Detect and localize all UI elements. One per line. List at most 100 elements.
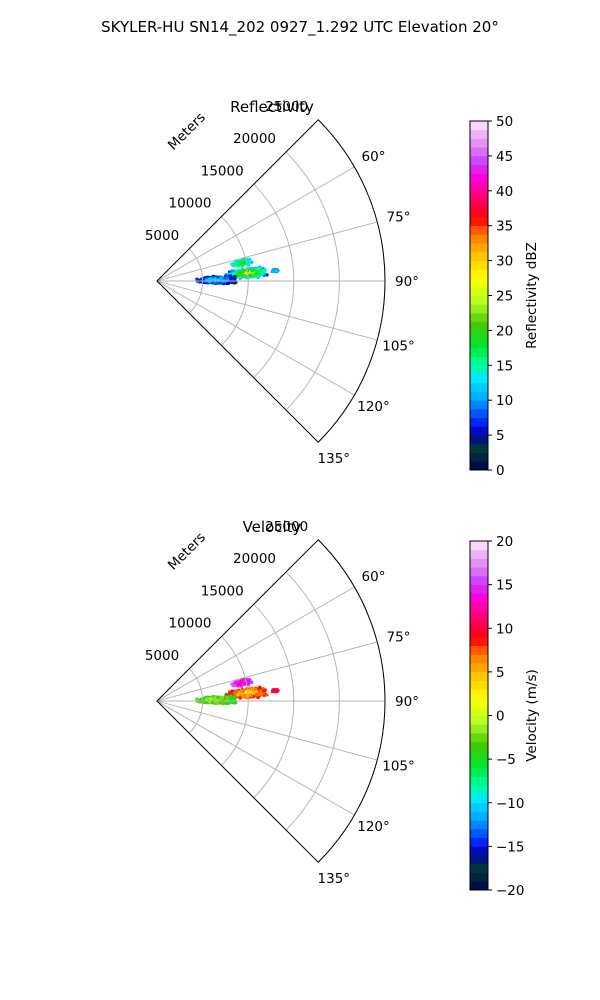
colorbar-step <box>470 321 488 331</box>
sector-frame <box>156 119 386 443</box>
echo-cell <box>256 687 260 691</box>
colorbar-label: Reflectivity dBZ <box>524 242 540 349</box>
echo-cell <box>224 693 228 697</box>
echo-cell <box>257 689 261 692</box>
echo-cell <box>252 692 256 696</box>
colorbar-step <box>470 121 488 131</box>
figure-title: SKYLER-HU SN14_202 0927_1.292 UTC Elevat… <box>101 18 499 37</box>
colorbar-step <box>470 417 488 427</box>
echo-cell <box>261 271 264 275</box>
echo-cell <box>252 694 256 698</box>
colorbar-step <box>470 767 488 777</box>
echo-cell <box>227 701 230 705</box>
echo-cell <box>258 266 262 270</box>
colorbar-step <box>470 628 488 638</box>
polar-grid <box>156 539 386 863</box>
colorbar-tick-label: −15 <box>496 839 525 855</box>
colorbar-step <box>470 698 488 708</box>
colorbar-step <box>470 391 488 401</box>
radial-tick-label: 10000 <box>169 196 212 212</box>
colorbar-tick-label: −10 <box>496 796 525 812</box>
colorbar-step <box>470 443 488 453</box>
echo-cell <box>244 271 248 275</box>
colorbar-step <box>470 820 488 830</box>
echo-cell <box>233 695 236 698</box>
azimuth-tick-label: 120° <box>357 819 390 835</box>
echo-cell <box>251 687 255 690</box>
echo-cell <box>227 281 230 285</box>
echo-cell <box>223 276 227 280</box>
colorbar-tick-label: 15 <box>496 578 513 594</box>
colorbar-step <box>470 855 488 865</box>
echo-cell <box>224 273 228 277</box>
colorbar-step <box>470 400 488 410</box>
echo-cell <box>250 680 254 684</box>
azimuth-spoke <box>156 700 355 816</box>
radial-tick-label: 25000 <box>265 99 308 115</box>
echo-cell <box>252 271 256 274</box>
echo-cell <box>246 275 249 279</box>
reflectivity-panel: Reflectivity 5000 10000 15000 20000 25000 Mete… <box>145 98 540 479</box>
colorbar-step <box>470 155 488 166</box>
colorbar-step <box>470 558 488 568</box>
echo-cell <box>250 270 253 274</box>
radial-tick-label: 25000 <box>265 519 308 535</box>
colorbar-tick-label: 5 <box>496 428 505 444</box>
radial-tick-label: 20000 <box>233 551 276 567</box>
echo-cell <box>232 691 236 695</box>
colorbar-step <box>470 129 488 139</box>
colorbar-step <box>470 138 488 148</box>
colorbar-step <box>470 680 488 690</box>
echo-cell <box>234 681 237 685</box>
echo-cell <box>241 689 245 693</box>
azimuth-spoke <box>156 221 378 282</box>
colorbar-tick-label: 20 <box>496 534 513 550</box>
panel-title: Reflectivity <box>230 98 314 116</box>
echo-cell <box>231 683 235 687</box>
echo-cell <box>219 697 222 700</box>
radial-axis-label: Meters <box>165 530 209 574</box>
colorbar-tick-label: 0 <box>496 463 505 479</box>
echo-cell <box>229 278 233 282</box>
echo-cell <box>215 281 219 285</box>
echo-cell <box>255 272 258 276</box>
echo-cell <box>229 698 233 702</box>
echo-cell <box>230 262 234 266</box>
echo-cell <box>239 274 243 278</box>
echo-cell <box>237 682 240 686</box>
colorbar-step <box>470 706 488 716</box>
colorbar-step <box>470 619 488 629</box>
echo-cell <box>263 693 266 697</box>
echo-cell <box>235 275 239 279</box>
echo-cell <box>242 261 246 265</box>
echo-cell <box>252 274 256 278</box>
colorbar-step <box>470 872 488 882</box>
colorbar-step <box>470 365 488 375</box>
echo-cell <box>195 277 199 281</box>
colorbar-step <box>470 278 488 288</box>
echo-cell <box>211 696 215 700</box>
colorbar-step <box>470 610 488 620</box>
colorbar-step <box>470 837 488 847</box>
colorbar-step <box>470 243 488 253</box>
echo-cell <box>234 701 238 704</box>
echo-cell <box>257 272 261 275</box>
echo-cell <box>254 688 258 692</box>
echo-cell <box>252 272 256 276</box>
echo-cell <box>239 680 243 684</box>
polar-grid <box>156 119 386 443</box>
colorbar-step <box>470 584 488 594</box>
radial-tick-label: 5000 <box>145 648 179 664</box>
echo-cell <box>252 268 256 272</box>
echo-cell <box>231 279 235 282</box>
echo-cell <box>257 692 261 695</box>
colorbar-step <box>470 724 488 734</box>
colorbar-step <box>470 304 488 314</box>
radial-tick-label: 15000 <box>201 583 244 599</box>
colorbar-tick-label: 10 <box>496 393 513 409</box>
colorbar-step <box>470 216 488 227</box>
colorbar-step <box>470 541 488 551</box>
radial-tick-label: 10000 <box>169 616 212 632</box>
echo-cell <box>242 681 246 685</box>
